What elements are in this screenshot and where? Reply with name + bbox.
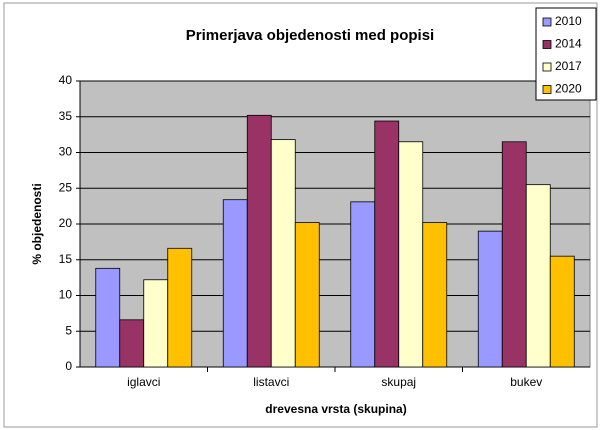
y-axis-title: % objedenosti bbox=[30, 183, 44, 264]
y-tick-label: 40 bbox=[59, 73, 73, 87]
y-tick-label: 15 bbox=[59, 252, 73, 266]
bar bbox=[549, 255, 575, 368]
y-tick-label: 20 bbox=[59, 216, 73, 230]
bar bbox=[167, 247, 193, 368]
y-tick-label: 0 bbox=[65, 359, 72, 373]
bar bbox=[246, 114, 272, 368]
legend-label: 2014 bbox=[555, 37, 582, 51]
y-tick-label: 35 bbox=[59, 109, 73, 123]
bar bbox=[95, 267, 121, 368]
legend-label: 2010 bbox=[555, 14, 582, 28]
y-tick-label: 5 bbox=[65, 323, 72, 337]
bar bbox=[350, 201, 376, 368]
legend-swatch bbox=[542, 17, 552, 27]
y-tick-label: 30 bbox=[59, 145, 73, 159]
legend-swatch bbox=[542, 40, 552, 49]
bar bbox=[119, 319, 145, 368]
chart-title: Primerjava objedenosti med popisi bbox=[186, 27, 434, 44]
bar bbox=[294, 222, 320, 368]
bar bbox=[398, 141, 424, 368]
x-tick-label: iglavci bbox=[127, 375, 160, 389]
legend-swatch bbox=[542, 62, 552, 72]
legend-swatch bbox=[542, 85, 552, 94]
bar bbox=[222, 199, 248, 368]
bar bbox=[501, 141, 527, 368]
x-tick-label: bukev bbox=[510, 375, 542, 389]
legend-label: 2020 bbox=[555, 82, 582, 96]
x-axis-title: drevesna vrsta (skupina) bbox=[265, 402, 406, 416]
y-tick-label: 25 bbox=[59, 180, 73, 194]
bar bbox=[143, 279, 169, 368]
y-tick-label: 10 bbox=[59, 288, 73, 302]
bar bbox=[270, 139, 296, 368]
bar bbox=[374, 120, 400, 368]
bar bbox=[477, 230, 503, 368]
bar bbox=[422, 222, 448, 368]
legend-label: 2017 bbox=[555, 59, 582, 73]
bar bbox=[525, 184, 551, 368]
x-tick-label: listavci bbox=[253, 375, 289, 389]
x-tick-label: skupaj bbox=[381, 375, 416, 389]
